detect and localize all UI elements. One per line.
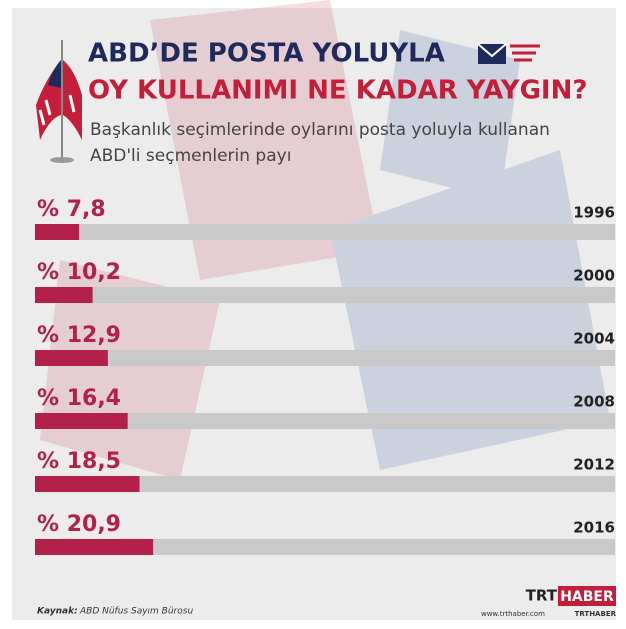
- flag-icon: [36, 40, 82, 163]
- value-label: % 20,9: [37, 512, 121, 537]
- value-label: % 10,2: [37, 260, 121, 285]
- bar-track: [35, 539, 615, 555]
- subtitle-line: ABD'li seçmenlerin payı: [90, 146, 291, 166]
- bar: [35, 287, 93, 303]
- panel: [12, 8, 616, 620]
- envelope-icon: [477, 43, 540, 64]
- bar-track: [35, 350, 615, 366]
- logo-trt: TRT: [526, 587, 558, 605]
- handle: TRTHABER: [575, 610, 617, 618]
- logo-haber: HABER: [560, 589, 614, 605]
- category-label: 1996: [573, 204, 615, 222]
- website: www.trthaber.com: [481, 610, 545, 618]
- bar-track: [35, 287, 615, 303]
- bar: [35, 539, 154, 555]
- category-label: 2016: [573, 519, 615, 537]
- logo-box: [558, 586, 616, 606]
- source: ABD Nüfus Sayım Bürosu: [79, 607, 193, 617]
- bar: [35, 476, 140, 492]
- subtitle-line: Başkanlık seçimlerinde oylarını posta yo…: [90, 120, 550, 140]
- bar-track: [35, 224, 615, 240]
- value-label: % 7,8: [37, 197, 106, 222]
- value-label: % 18,5: [37, 449, 121, 474]
- bar: [35, 350, 108, 366]
- bar: [35, 224, 80, 240]
- title-line: OY KULLANIMI NE KADAR YAYGIN?: [88, 76, 587, 106]
- value-label: % 16,4: [37, 386, 121, 411]
- value-label: % 12,9: [37, 323, 121, 348]
- bar-track: [35, 413, 615, 429]
- source-label: Kaynak:: [37, 607, 78, 617]
- title-line: ABD’DE POSTA YOLUYLA: [88, 39, 445, 69]
- bar: [35, 413, 128, 429]
- bar-track: [35, 476, 615, 492]
- category-label: 2000: [573, 267, 615, 285]
- category-label: 2012: [573, 456, 615, 474]
- category-label: 2004: [573, 330, 615, 348]
- category-label: 2008: [573, 393, 615, 411]
